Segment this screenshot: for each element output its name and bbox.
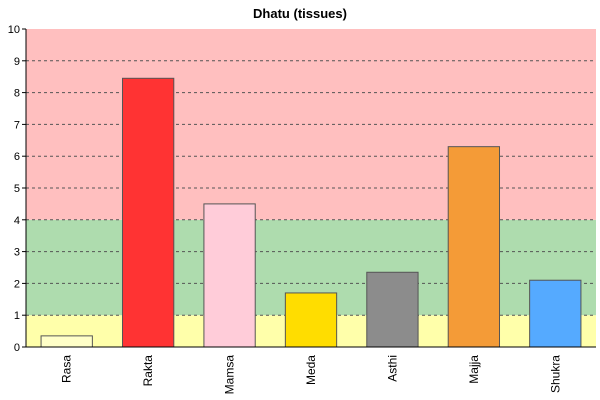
y-tick-label-0: 0 bbox=[14, 342, 20, 354]
y-tick-label-1: 1 bbox=[14, 310, 20, 322]
y-tick-label-4: 4 bbox=[14, 215, 20, 227]
bar-majja bbox=[447, 146, 501, 348]
x-category-label-mamsa: Mamsa bbox=[223, 355, 237, 395]
x-category-label-rakta: Rakta bbox=[141, 355, 155, 387]
y-tick-label-3: 3 bbox=[14, 247, 20, 259]
y-tick-label-9: 9 bbox=[14, 56, 20, 68]
x-category-label-rasa: Rasa bbox=[60, 355, 74, 383]
bar-meda bbox=[284, 292, 338, 348]
y-tick-label-5: 5 bbox=[14, 183, 20, 195]
y-tick-label-10: 10 bbox=[8, 24, 20, 36]
bar-rasa bbox=[40, 335, 93, 348]
bar-rakta bbox=[121, 77, 175, 348]
y-tick-label-8: 8 bbox=[14, 88, 20, 100]
x-category-label-shukra: Shukra bbox=[548, 355, 562, 393]
chart-title: Dhatu (tissues) bbox=[253, 6, 347, 21]
x-category-label-meda: Meda bbox=[304, 355, 318, 385]
x-category-label-asthi: Asthi bbox=[385, 355, 399, 382]
x-category-label-majja: Majja bbox=[467, 355, 481, 384]
bar-mamsa bbox=[203, 203, 256, 348]
bar-asthi bbox=[366, 271, 419, 348]
bar-shukra bbox=[529, 279, 582, 348]
y-tick-label-2: 2 bbox=[14, 278, 20, 290]
y-tick-label-6: 6 bbox=[14, 151, 20, 163]
y-tick-label-7: 7 bbox=[14, 119, 20, 131]
